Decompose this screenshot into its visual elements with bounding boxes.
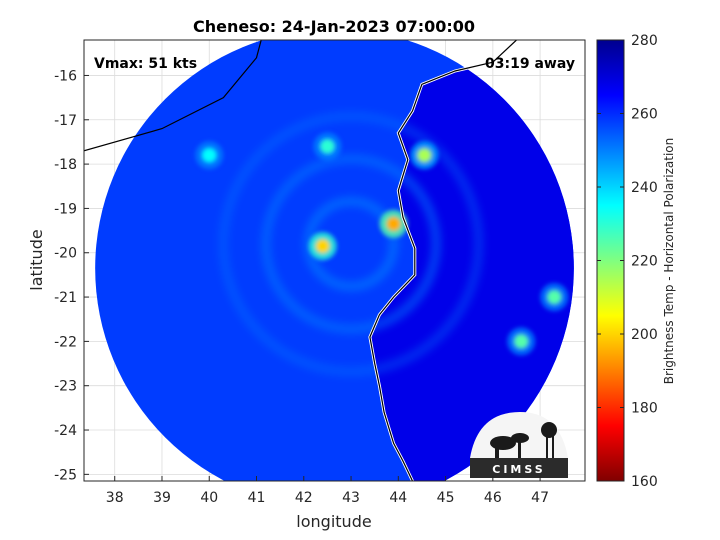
y-tick-label: -22 xyxy=(54,334,77,350)
plot-area: CIMSS xyxy=(84,40,585,481)
colorbar-label: Brightness Temp - Horizontal Polarizatio… xyxy=(662,138,676,385)
x-tick-label: 45 xyxy=(437,490,455,506)
colorbar-tick-label: 200 xyxy=(631,327,658,343)
x-tick-label: 38 xyxy=(106,490,124,506)
y-tick-label: -23 xyxy=(54,379,77,395)
x-ticks: 38 39 40 41 42 43 44 45 46 47 xyxy=(106,476,549,506)
x-axis-label: longitude xyxy=(296,512,371,531)
y-tick-label: -25 xyxy=(54,467,77,483)
y-tick-label: -17 xyxy=(54,113,77,129)
convective-features xyxy=(195,132,569,356)
y-tick-label: -24 xyxy=(54,423,77,439)
plot-frame xyxy=(83,39,586,482)
colorbar xyxy=(596,39,625,482)
logo-text: CIMSS xyxy=(492,463,545,476)
y-tick-label: -20 xyxy=(54,246,77,262)
colorbar-tick-label: 160 xyxy=(631,474,658,490)
colorbar-tick-label: 260 xyxy=(631,107,658,123)
feature-core xyxy=(315,239,330,254)
y-tick-label: -21 xyxy=(54,290,77,306)
x-tick-label: 43 xyxy=(342,490,360,506)
y-ticks: -16 -17 -18 -19 -20 -21 -22 -23 -24 -25 xyxy=(54,68,89,483)
colorbar-tick-label: 240 xyxy=(631,180,658,196)
coastline-inner xyxy=(369,40,517,481)
colorbar-tick-label: 220 xyxy=(631,254,658,270)
chart-title: Cheneso: 24-Jan-2023 07:00:00 xyxy=(193,17,475,36)
x-tick-label: 44 xyxy=(389,490,407,506)
y-tick-label: -16 xyxy=(54,68,77,84)
feature-core xyxy=(547,290,562,305)
north-coastline xyxy=(84,40,262,152)
colorbar-tick-label: 280 xyxy=(631,33,658,49)
y-tick-label: -19 xyxy=(54,201,77,217)
feature-core xyxy=(417,148,432,163)
colorbar-tick-label: 180 xyxy=(631,401,658,417)
vmax-annotation: Vmax: 51 kts xyxy=(94,56,197,72)
x-tick-label: 39 xyxy=(153,490,171,506)
x-tick-label: 40 xyxy=(200,490,218,506)
rain-bands xyxy=(218,111,484,377)
feature-core xyxy=(386,216,401,231)
time-away-annotation: 03:19 away xyxy=(485,56,575,72)
x-tick-label: 47 xyxy=(531,490,549,506)
colorbar-ticks: 160 180 200 220 240 260 280 xyxy=(597,33,658,490)
x-tick-label: 42 xyxy=(295,490,313,506)
x-tick-label: 46 xyxy=(484,490,502,506)
feature-core xyxy=(202,148,217,163)
y-axis-label: latitude xyxy=(27,229,46,290)
cimss-logo: CIMSS xyxy=(470,412,568,478)
x-tick-label: 41 xyxy=(248,490,266,506)
feature-core xyxy=(320,139,335,154)
feature-core xyxy=(514,334,529,349)
y-tick-label: -18 xyxy=(54,157,77,173)
